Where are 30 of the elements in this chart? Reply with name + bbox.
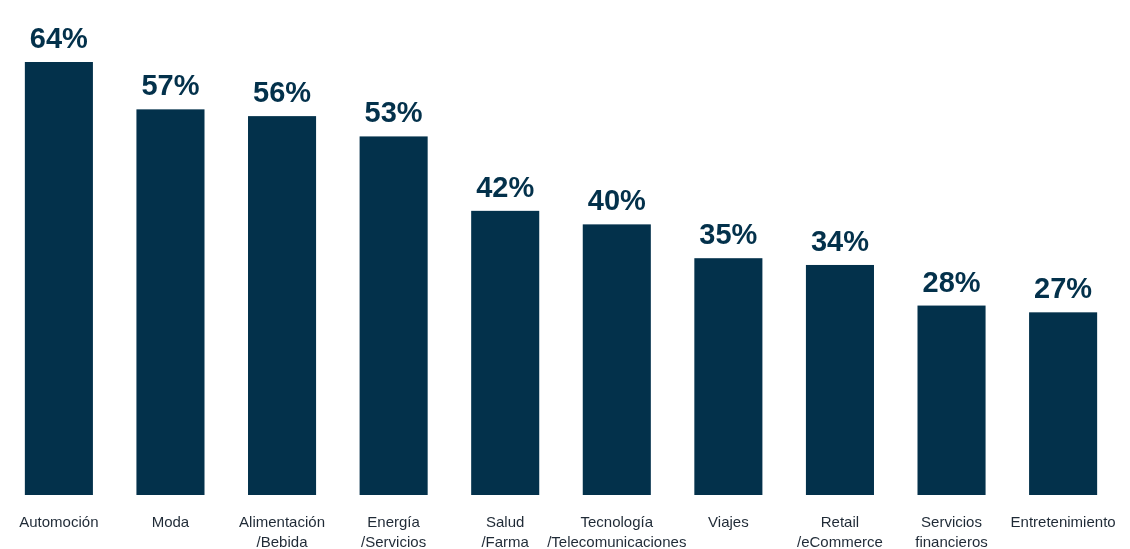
data-label: 28%	[922, 265, 981, 298]
data-label: 40%	[587, 184, 647, 217]
data-label: 34%	[810, 224, 870, 257]
data-label: 53%	[364, 96, 423, 129]
data-label: 27%	[1034, 272, 1093, 305]
bar	[471, 210, 540, 495]
bar	[248, 116, 317, 495]
x-tick-label: Servicios financieros	[915, 513, 988, 549]
data-label: 57%	[141, 69, 200, 102]
data-label: 35%	[699, 218, 758, 251]
bar	[805, 264, 874, 495]
bar	[917, 305, 986, 495]
x-tick-label: Energía /Servicios	[361, 513, 427, 549]
bar	[136, 109, 205, 495]
x-tick-label: Salud /Farma	[481, 513, 530, 549]
data-label: 42%	[476, 170, 535, 203]
x-tick-label: Automoción	[19, 513, 99, 530]
bar	[359, 136, 428, 495]
x-tick-label: Moda	[151, 513, 190, 530]
data-label: 64%	[29, 22, 89, 54]
data-label: 56%	[253, 76, 312, 109]
bar	[694, 258, 763, 495]
bar	[582, 224, 651, 495]
x-tick-label: Entretenimiento	[1010, 513, 1116, 530]
bar	[24, 62, 93, 495]
x-tick-label: Viajes	[708, 513, 749, 530]
x-tick-label: Alimentación /Bebida	[239, 513, 325, 549]
x-tick-label: Tecnología /Telecomunicaciones	[547, 513, 687, 549]
bar	[1029, 312, 1098, 495]
x-tick-label: Retail /eCommerce	[797, 513, 883, 549]
